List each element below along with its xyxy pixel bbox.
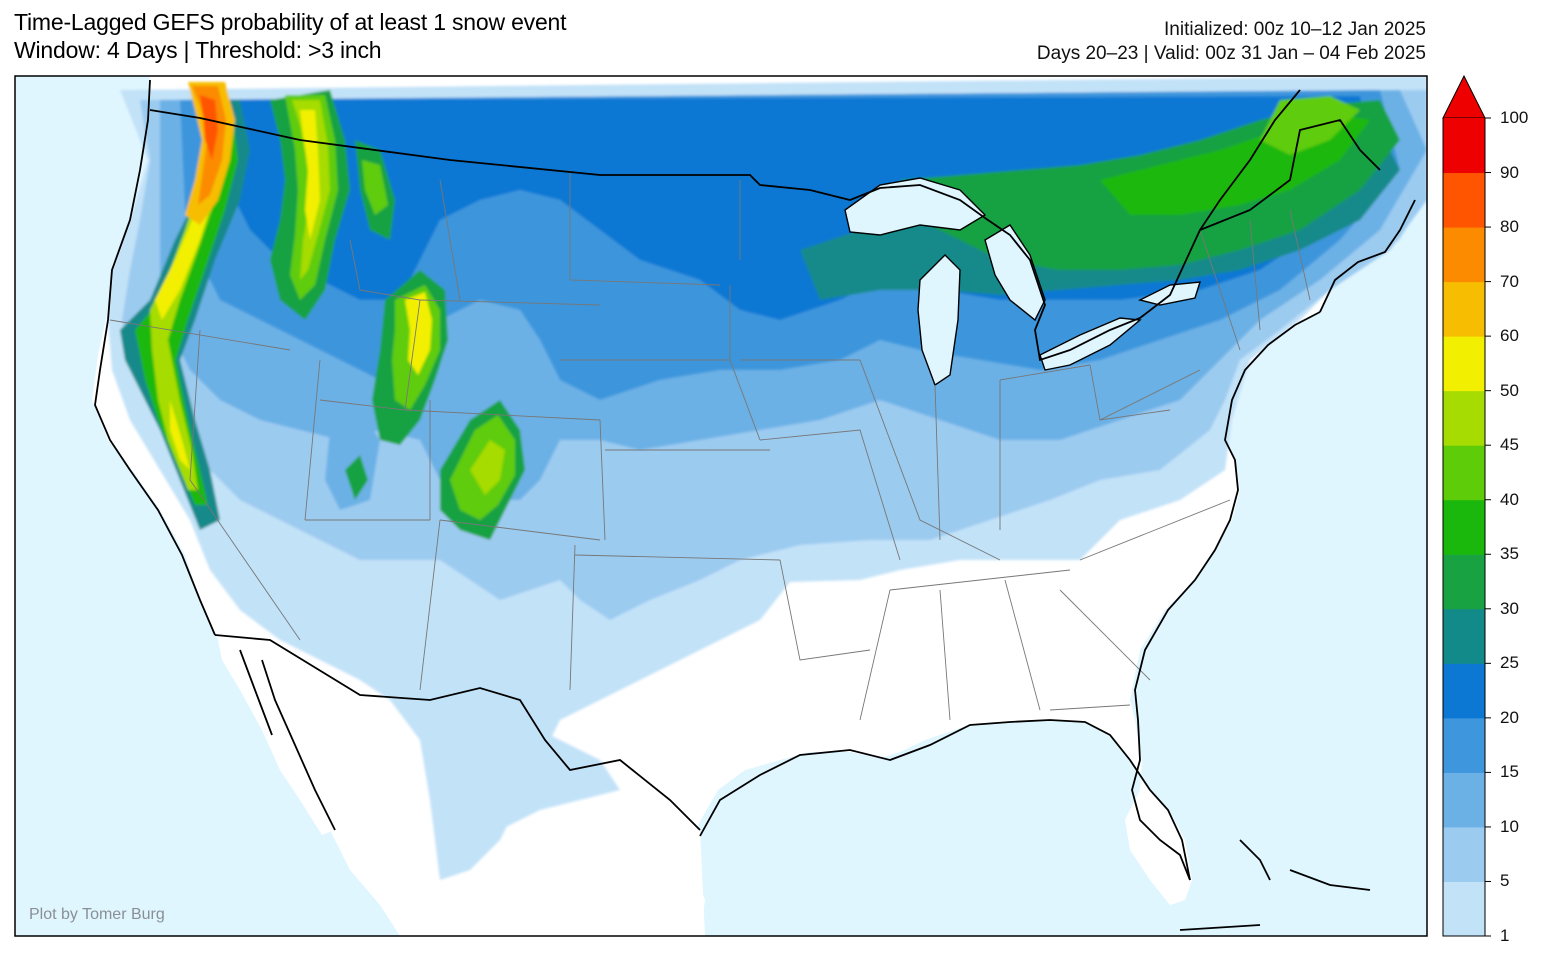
valid-label: Days 20–23 | Valid: 00z 31 Jan – 04 Feb …: [1036, 43, 1426, 64]
initialized-label: Initialized: 00z 10–12 Jan 2025: [1164, 19, 1426, 40]
colorbar-tick-label: 40: [1500, 489, 1519, 509]
title-line-2: Window: 4 Days | Threshold: >3 inch: [14, 37, 382, 63]
colorbar-bin-15-20: [1443, 717, 1485, 773]
plot-credit: Plot by Tomer Burg: [29, 906, 165, 923]
colorbar-bin-1-5: [1443, 881, 1485, 937]
colorbar-bin-70-80: [1443, 227, 1485, 283]
state-lines: [109, 170, 1311, 721]
colorbar-bin-40-45: [1443, 445, 1485, 501]
colorbar-tick-label: 35: [1500, 544, 1519, 564]
colorbar-bin-35-40: [1443, 499, 1485, 555]
title-line-1: Time-Lagged GEFS probability of at least…: [14, 9, 567, 35]
boundaries: [94, 79, 1416, 931]
colorbar-tick-label: 100: [1500, 108, 1529, 127]
colorbar-overflow-arrow: [1442, 74, 1486, 119]
colorbar-bin-80-90: [1443, 172, 1485, 228]
probability-fields: [108, 76, 1427, 880]
colorbar-bin-20-25: [1443, 663, 1485, 719]
colorbar-bin-25-30: [1443, 608, 1485, 664]
colorbar-tick-label: 60: [1500, 326, 1519, 346]
colorbar: [1442, 74, 1491, 937]
colorbar-tick-label: 30: [1500, 598, 1519, 618]
colorbar-bin-10-15: [1443, 772, 1485, 828]
colorbar-bin-5-10: [1443, 826, 1485, 882]
colorbar-tick-label: 20: [1500, 707, 1519, 727]
chart-subtitle: Initialized: 00z 10–12 Jan 2025 Days 20–…: [1037, 18, 1426, 66]
colorbar-outline: [1442, 118, 1486, 937]
colorbar-bin-50-60: [1443, 336, 1485, 392]
colorbar-bin-30-35: [1443, 554, 1485, 610]
colorbar-tick-label: 5: [1500, 871, 1510, 891]
colorbar-tick-label: 90: [1500, 162, 1519, 182]
land-baja: [250, 660, 335, 835]
colorbar-tick-label: 80: [1500, 217, 1519, 237]
colorbar-tick-label: 45: [1500, 435, 1519, 455]
colorbar-tick-label: 15: [1500, 762, 1519, 782]
map-frame: [14, 75, 1428, 937]
colorbar-tick-label: 70: [1500, 271, 1519, 291]
colorbar-bin-60-70: [1443, 281, 1485, 337]
colorbar-tick-label: 1: [1500, 926, 1510, 945]
colorbar-bin-90-100: [1443, 118, 1485, 174]
colorbar-bin-45-50: [1443, 390, 1485, 446]
colorbar-tick-label: 10: [1500, 816, 1519, 836]
chart-title: Time-Lagged GEFS probability of at least…: [14, 8, 567, 64]
colorbar-tick-label: 50: [1500, 380, 1519, 400]
colorbar-tick-label: 25: [1500, 653, 1519, 673]
